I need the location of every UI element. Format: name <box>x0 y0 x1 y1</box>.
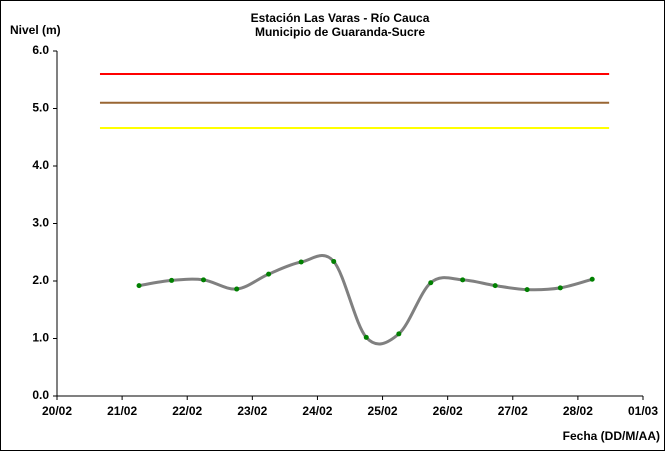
data-point <box>428 280 434 286</box>
y-tick-label: 0.0 <box>32 388 49 402</box>
data-point <box>266 271 272 277</box>
y-tick-label: 5.0 <box>32 101 49 115</box>
data-point <box>557 285 563 291</box>
data-point <box>201 277 206 283</box>
chart-subtitle: Municipio de Guaranda-Sucre <box>255 25 425 39</box>
data-point <box>492 283 498 289</box>
y-tick-label: 6.0 <box>32 43 49 57</box>
x-tick-label: 24/02 <box>302 404 332 418</box>
x-tick-label: 26/02 <box>433 404 463 418</box>
y-tick-label: 1.0 <box>32 331 49 345</box>
x-tick-label: 28/02 <box>563 404 593 418</box>
x-axis-label: Fecha (DD/M/AA) <box>563 429 660 443</box>
data-point <box>363 334 369 340</box>
data-point <box>331 258 337 264</box>
x-tick-label: 21/02 <box>107 404 137 418</box>
x-tick-label: 23/02 <box>237 404 267 418</box>
y-tick-label: 2.0 <box>32 273 49 287</box>
data-point <box>298 259 304 265</box>
data-point <box>524 287 530 293</box>
data-point <box>136 283 142 289</box>
x-tick-label: 22/02 <box>172 404 202 418</box>
y-tick-label: 4.0 <box>32 158 49 172</box>
x-tick-label: 25/02 <box>368 404 398 418</box>
y-tick-label: 3.0 <box>32 216 49 230</box>
y-axis-label: Nivel (m) <box>10 23 61 37</box>
x-tick-label: 27/02 <box>498 404 528 418</box>
data-point <box>396 331 402 337</box>
x-tick-label: 01/03 <box>628 404 658 418</box>
x-tick-label: 20/02 <box>42 404 72 418</box>
data-point <box>234 286 240 292</box>
data-point <box>169 277 175 283</box>
chart-title: Estación Las Varas - Río Cauca <box>251 11 430 25</box>
data-point <box>589 276 595 282</box>
data-point <box>460 277 466 283</box>
